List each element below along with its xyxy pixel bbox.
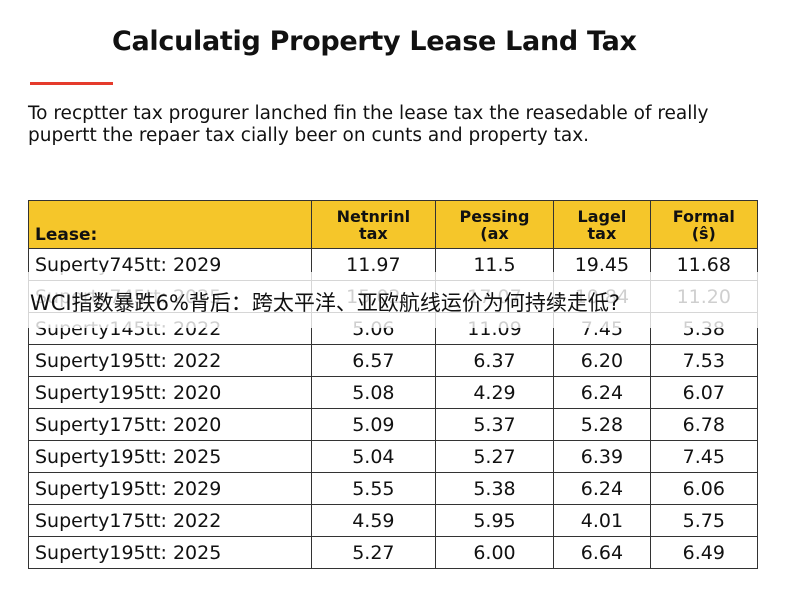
table-cell: 7.53: [649, 344, 759, 377]
table-cell: 6.57: [311, 344, 436, 377]
banner: WCI指数暴跌6%背后：跨太平洋、亚欧航线运价为何持续走低?: [0, 272, 800, 328]
table-cell: 5.38: [434, 472, 555, 505]
header-cell: Netnrinl tax: [311, 200, 436, 249]
table-cell: 5.28: [553, 408, 651, 441]
table-cell: Superty195tt: 2020: [28, 376, 312, 409]
table-cell: 6.37: [434, 344, 555, 377]
table-cell: 6.64: [553, 536, 651, 569]
table-cell: Superty195tt: 2025: [28, 536, 312, 569]
table-cell: 7.45: [649, 440, 759, 473]
table-cell: 5.95: [434, 504, 555, 537]
table-cell: Superty175tt: 2022: [28, 504, 312, 537]
table-cell: 6.07: [649, 376, 759, 409]
table-cell: Superty195tt: 2025: [28, 440, 312, 473]
table-cell: 4.29: [434, 376, 555, 409]
table-cell: 5.27: [434, 440, 555, 473]
table-cell: 4.01: [553, 504, 651, 537]
table-cell: 5.04: [311, 440, 436, 473]
table-cell: Superty175tt: 2020: [28, 408, 312, 441]
table-cell: 6.06: [649, 472, 759, 505]
table-cell: Superty195tt: 2022: [28, 344, 312, 377]
table-cell: 5.55: [311, 472, 436, 505]
table-row: Superty195tt: 2025 5.27 6.00 6.64 6.49: [28, 536, 759, 569]
table-cell: 6.78: [649, 408, 759, 441]
table-row: Superty195tt: 2025 5.04 5.27 6.39 7.45: [28, 440, 759, 473]
table-cell: 6.20: [553, 344, 651, 377]
table-row: Superty175tt: 2020 5.09 5.37 5.28 6.78: [28, 408, 759, 441]
table-cell: 5.27: [311, 536, 436, 569]
tax-table: Lease: Netnrinl tax Pessing (ax Lagel tax Fo…: [28, 200, 759, 569]
header-cell: Lagel tax: [553, 200, 651, 249]
table-cell: 6.49: [649, 536, 759, 569]
table-cell: 6.24: [553, 376, 651, 409]
table-cell: 5.75: [649, 504, 759, 537]
header-cell: Lease:: [28, 200, 312, 249]
header-row: Lease: Netnrinl tax Pessing (ax Lagel tax Fo…: [28, 200, 759, 249]
table-cell: 6.24: [553, 472, 651, 505]
table-cell: 5.09: [311, 408, 436, 441]
table-row: Superty195tt: 2022 6.57 6.37 6.20 7.53: [28, 344, 759, 377]
table-row: Superty195tt: 2020 5.08 4.29 6.24 6.07: [28, 376, 759, 409]
header-cell: Formal (ŝ): [649, 200, 759, 249]
table-cell: 4.59: [311, 504, 436, 537]
table-cell: 6.00: [434, 536, 555, 569]
table-row: Superty195tt: 2029 5.55 5.38 6.24 6.06: [28, 472, 759, 505]
banner-text: WCI指数暴跌6%背后：跨太平洋、亚欧航线运价为何持续走低?: [30, 291, 621, 315]
header-cell: Pessing (ax: [434, 200, 555, 249]
title: Calculatig Property Lease Land Tax: [112, 26, 637, 57]
title-rule: [30, 82, 113, 85]
table-row: Superty175tt: 2022 4.59 5.95 4.01 5.75: [28, 504, 759, 537]
table-cell: 5.37: [434, 408, 555, 441]
table-cell: 6.39: [553, 440, 651, 473]
table-cell: Superty195tt: 2029: [28, 472, 312, 505]
intro: To recptter tax progurer lanched fin the…: [28, 103, 709, 146]
table-cell: 5.08: [311, 376, 436, 409]
